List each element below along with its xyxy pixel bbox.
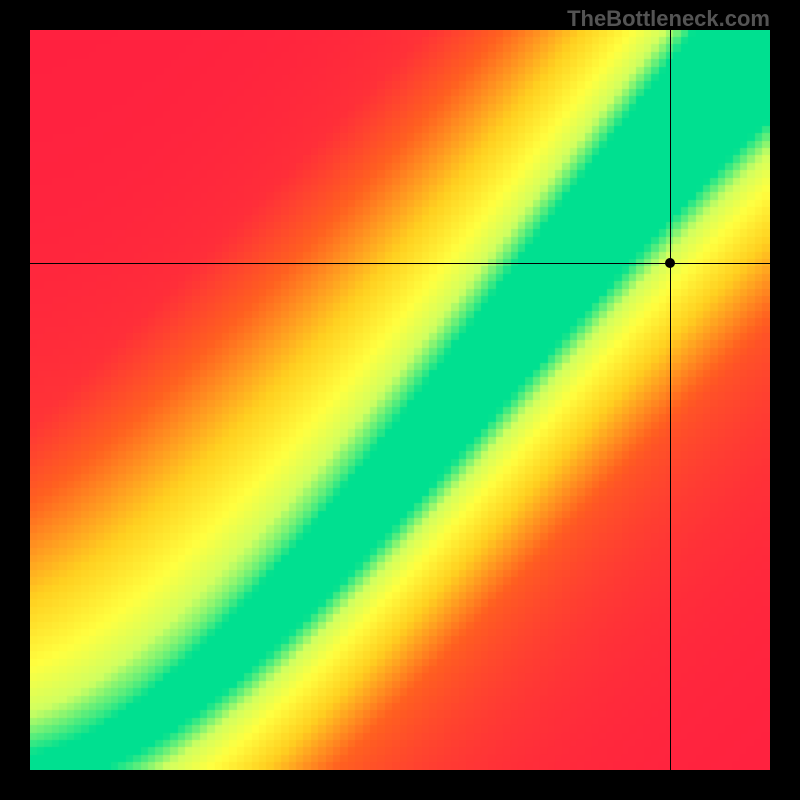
- watermark-text: TheBottleneck.com: [567, 6, 770, 32]
- crosshair-horizontal: [30, 263, 770, 264]
- heatmap-canvas: [30, 30, 770, 770]
- crosshair-vertical: [670, 30, 671, 770]
- marker-dot: [665, 258, 675, 268]
- bottleneck-heatmap: [30, 30, 770, 770]
